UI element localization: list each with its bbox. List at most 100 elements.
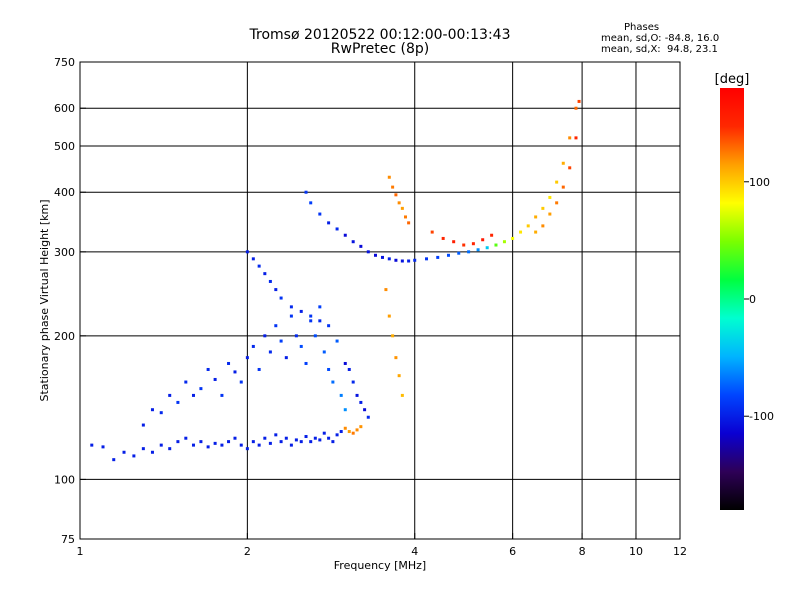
data-point [351,431,355,435]
data-point [359,244,363,248]
data-point [548,212,552,216]
data-point [561,161,565,165]
data-point [347,430,351,434]
y-tick-label: 500 [54,140,75,153]
data-point [309,319,313,323]
data-point [471,242,475,246]
data-point [343,361,347,365]
data-point [294,438,298,442]
data-point [387,314,391,318]
data-point [309,201,313,205]
data-point [485,246,489,250]
data-point [313,436,317,440]
data-point [90,443,94,447]
data-point [561,185,565,189]
y-tick-label: 750 [54,56,75,69]
data-point [577,99,581,103]
phases-o-stats: mean, sd,O: -84.8, 16.0 [601,33,720,44]
data-point [467,250,471,254]
data-point [220,393,224,397]
data-point [359,400,363,404]
data-point [394,356,398,360]
colorbar-label: [deg] [715,72,750,87]
y-axis: 75 100 200 300 400 500 600 750 [54,56,86,546]
data-point [555,180,559,184]
y-tick-label: 200 [54,330,75,343]
colorbar: [deg] 100 0 -100 [715,72,774,510]
data-point [568,166,572,170]
data-point [322,431,326,435]
data-point [394,193,398,197]
data-points [90,99,581,462]
x-tick-label: 4 [411,545,418,558]
data-point [425,257,429,261]
data-point [233,436,237,440]
data-point [318,305,322,309]
data-point [391,185,395,189]
data-point [199,440,203,444]
data-point [494,243,498,247]
data-point [335,227,339,231]
data-point [339,430,343,434]
data-point [304,435,308,439]
data-point [284,436,288,440]
data-point [541,206,545,210]
data-point [294,334,298,338]
data-point [400,393,404,397]
y-axis-label: Stationary phase Virtual Height [km] [38,199,51,401]
data-point [331,380,335,384]
plot-frame [79,61,681,540]
data-point [184,380,188,384]
data-point [245,447,249,451]
data-point [318,212,322,216]
data-point [184,436,188,440]
x-axis-label: Frequency [MHz] [334,559,426,572]
data-point [457,251,461,255]
x-tick-label: 12 [673,545,687,558]
data-point [347,367,351,371]
grid-lines [80,62,680,539]
data-point [274,433,278,437]
data-point [268,279,272,283]
data-point [366,415,370,419]
data-point [245,250,249,254]
data-point [191,393,195,397]
data-point [391,334,395,338]
data-point [359,425,363,429]
data-point [441,236,445,240]
data-point [199,387,203,391]
x-tick-label: 10 [629,545,643,558]
data-point [274,324,278,328]
data-point [284,356,288,360]
data-point [384,288,388,292]
data-point [400,206,404,210]
data-point [343,408,347,412]
data-point [519,230,523,234]
data-point [407,221,411,225]
data-point [122,450,126,454]
data-point [168,393,172,397]
data-point [313,334,317,338]
data-point [413,258,417,262]
data-point [343,426,347,430]
data-point [263,436,267,440]
data-point [394,258,398,262]
colorbar-tick-label: -100 [749,410,774,423]
data-point [191,443,195,447]
data-point [462,243,466,247]
y-tick-label: 600 [54,102,75,115]
data-point [327,367,331,371]
data-point [327,221,331,225]
data-point [327,324,331,328]
data-point [213,441,217,445]
y-tick-label: 400 [54,186,75,199]
data-point [268,350,272,354]
data-point [318,438,322,442]
data-point [206,445,210,449]
chart-title: Tromsø 20120522 00:12:00-00:13:43 [249,27,511,43]
data-point [141,423,145,427]
data-point [574,136,578,140]
data-point [279,339,283,343]
data-point [397,201,401,205]
data-point [407,259,411,263]
